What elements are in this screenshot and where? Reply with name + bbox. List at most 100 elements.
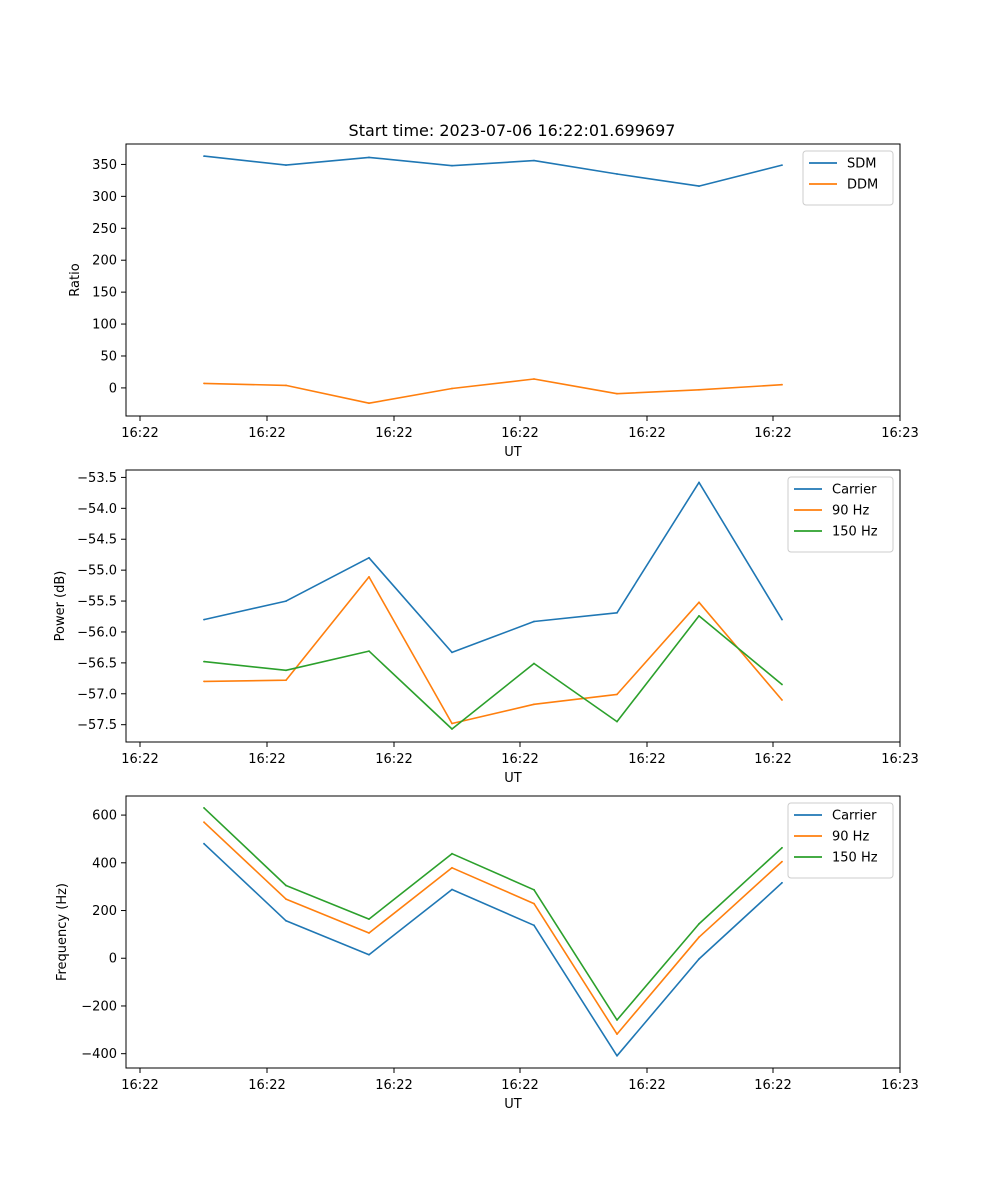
data-point: [533, 902, 535, 905]
data-point: [285, 669, 287, 672]
legend-label: Carrier: [832, 483, 877, 498]
data-point: [285, 164, 287, 167]
y-tick-label: −54.0: [77, 502, 117, 517]
x-axis-label: UT: [504, 1097, 522, 1112]
y-tick-label: 400: [92, 856, 117, 871]
data-point: [451, 387, 453, 390]
data-point: [285, 919, 287, 922]
data-point: [533, 378, 535, 380]
data-point: [285, 384, 287, 387]
x-tick-label: 16:22: [501, 426, 538, 441]
legend-label: 90 Hz: [832, 830, 869, 845]
data-point: [203, 807, 205, 809]
axes-frame: [125, 143, 901, 417]
x-tick-label: 16:22: [501, 1078, 538, 1093]
y-tick-label: 200: [92, 904, 117, 919]
data-point: [698, 481, 700, 484]
y-tick-label: −54.5: [77, 533, 117, 548]
data-point: [616, 611, 618, 614]
x-axis-label: UT: [504, 771, 522, 786]
data-point: [698, 936, 700, 939]
data-point: [203, 842, 205, 845]
data-point: [781, 164, 783, 167]
data-point: [698, 615, 700, 617]
legend-label: 150 Hz: [832, 851, 878, 866]
y-tick-label: −400: [81, 1047, 117, 1062]
axes-frame: [125, 795, 901, 1069]
data-point: [781, 683, 783, 686]
y-tick-label: 0: [109, 952, 117, 967]
series-line-carrier: [203, 481, 783, 654]
data-point: [616, 173, 618, 175]
data-point: [285, 884, 287, 887]
data-point: [616, 1033, 618, 1035]
data-point: [533, 620, 535, 623]
data-point: [781, 860, 783, 863]
series-line-sdm: [203, 155, 783, 187]
data-point: [203, 155, 205, 158]
data-point: [781, 699, 783, 701]
legend-label: 150 Hz: [832, 525, 878, 540]
data-point: [368, 650, 370, 652]
y-tick-label: −200: [81, 999, 117, 1014]
data-point: [203, 680, 205, 683]
y-tick-label: −55.0: [77, 564, 117, 579]
x-axis-label: UT: [504, 445, 522, 460]
y-tick-label: 600: [92, 809, 117, 824]
data-point: [368, 918, 370, 920]
y-tick-label: 150: [92, 286, 117, 301]
y-axis-label: Ratio: [68, 263, 83, 296]
y-axis-label: Power (dB): [53, 571, 68, 642]
series-line-90-hz: [203, 576, 783, 725]
y-tick-label: 250: [92, 222, 117, 237]
figure-title: Start time: 2023-07-06 16:22:01.699697: [349, 121, 676, 140]
data-point: [368, 576, 370, 578]
data-point: [203, 660, 205, 663]
data-point: [285, 679, 287, 682]
data-point: [698, 923, 700, 925]
axes-frame: [125, 469, 901, 743]
data-point: [285, 898, 287, 900]
legend: Carrier 90 Hz 150 Hz: [787, 802, 894, 879]
legend-label: Carrier: [832, 809, 877, 824]
y-tick-label: −57.5: [77, 718, 117, 733]
x-tick-label: 16:22: [375, 1078, 412, 1093]
x-tick-label: 16:22: [375, 426, 412, 441]
x-tick-label: 16:22: [628, 1078, 665, 1093]
legend-label: DDM: [847, 178, 878, 193]
panel-2: 16:22 16:22 16:22 16:22 16:22 16:22 16:23 −53.5…: [53, 469, 919, 786]
x-tick-label: 16:22: [628, 426, 665, 441]
data-point: [781, 618, 783, 621]
data-point: [203, 382, 205, 385]
legend: Carrier 90 Hz 150 Hz: [787, 476, 894, 553]
y-tick-label: 100: [92, 318, 117, 333]
data-point: [781, 383, 783, 386]
y-axis-label: Frequency (Hz): [55, 883, 70, 981]
y-tick-label: −57.0: [77, 687, 117, 702]
y-tick-label: 50: [100, 349, 117, 364]
data-point: [698, 958, 700, 960]
legend-box: [787, 476, 894, 553]
y-tick-label: 200: [92, 254, 117, 269]
data-point: [203, 821, 205, 824]
series-line-90-hz: [203, 821, 783, 1035]
data-point: [616, 720, 618, 723]
series-line-carrier: [203, 843, 783, 1057]
legend-label: 90 Hz: [832, 504, 869, 519]
data-point: [368, 932, 370, 934]
series-line-ddm: [203, 378, 783, 405]
data-point: [616, 1019, 618, 1021]
data-point: [451, 651, 453, 654]
data-point: [698, 185, 700, 188]
data-point: [698, 601, 700, 604]
data-point: [368, 556, 370, 559]
data-point: [781, 846, 783, 849]
legend-box: [787, 802, 894, 879]
x-tick-label: 16:23: [881, 1078, 918, 1093]
y-tick-label: −55.5: [77, 595, 117, 610]
data-point: [533, 662, 535, 665]
data-point: [285, 600, 287, 602]
data-point: [451, 866, 453, 869]
series-line-150-hz: [203, 615, 783, 730]
